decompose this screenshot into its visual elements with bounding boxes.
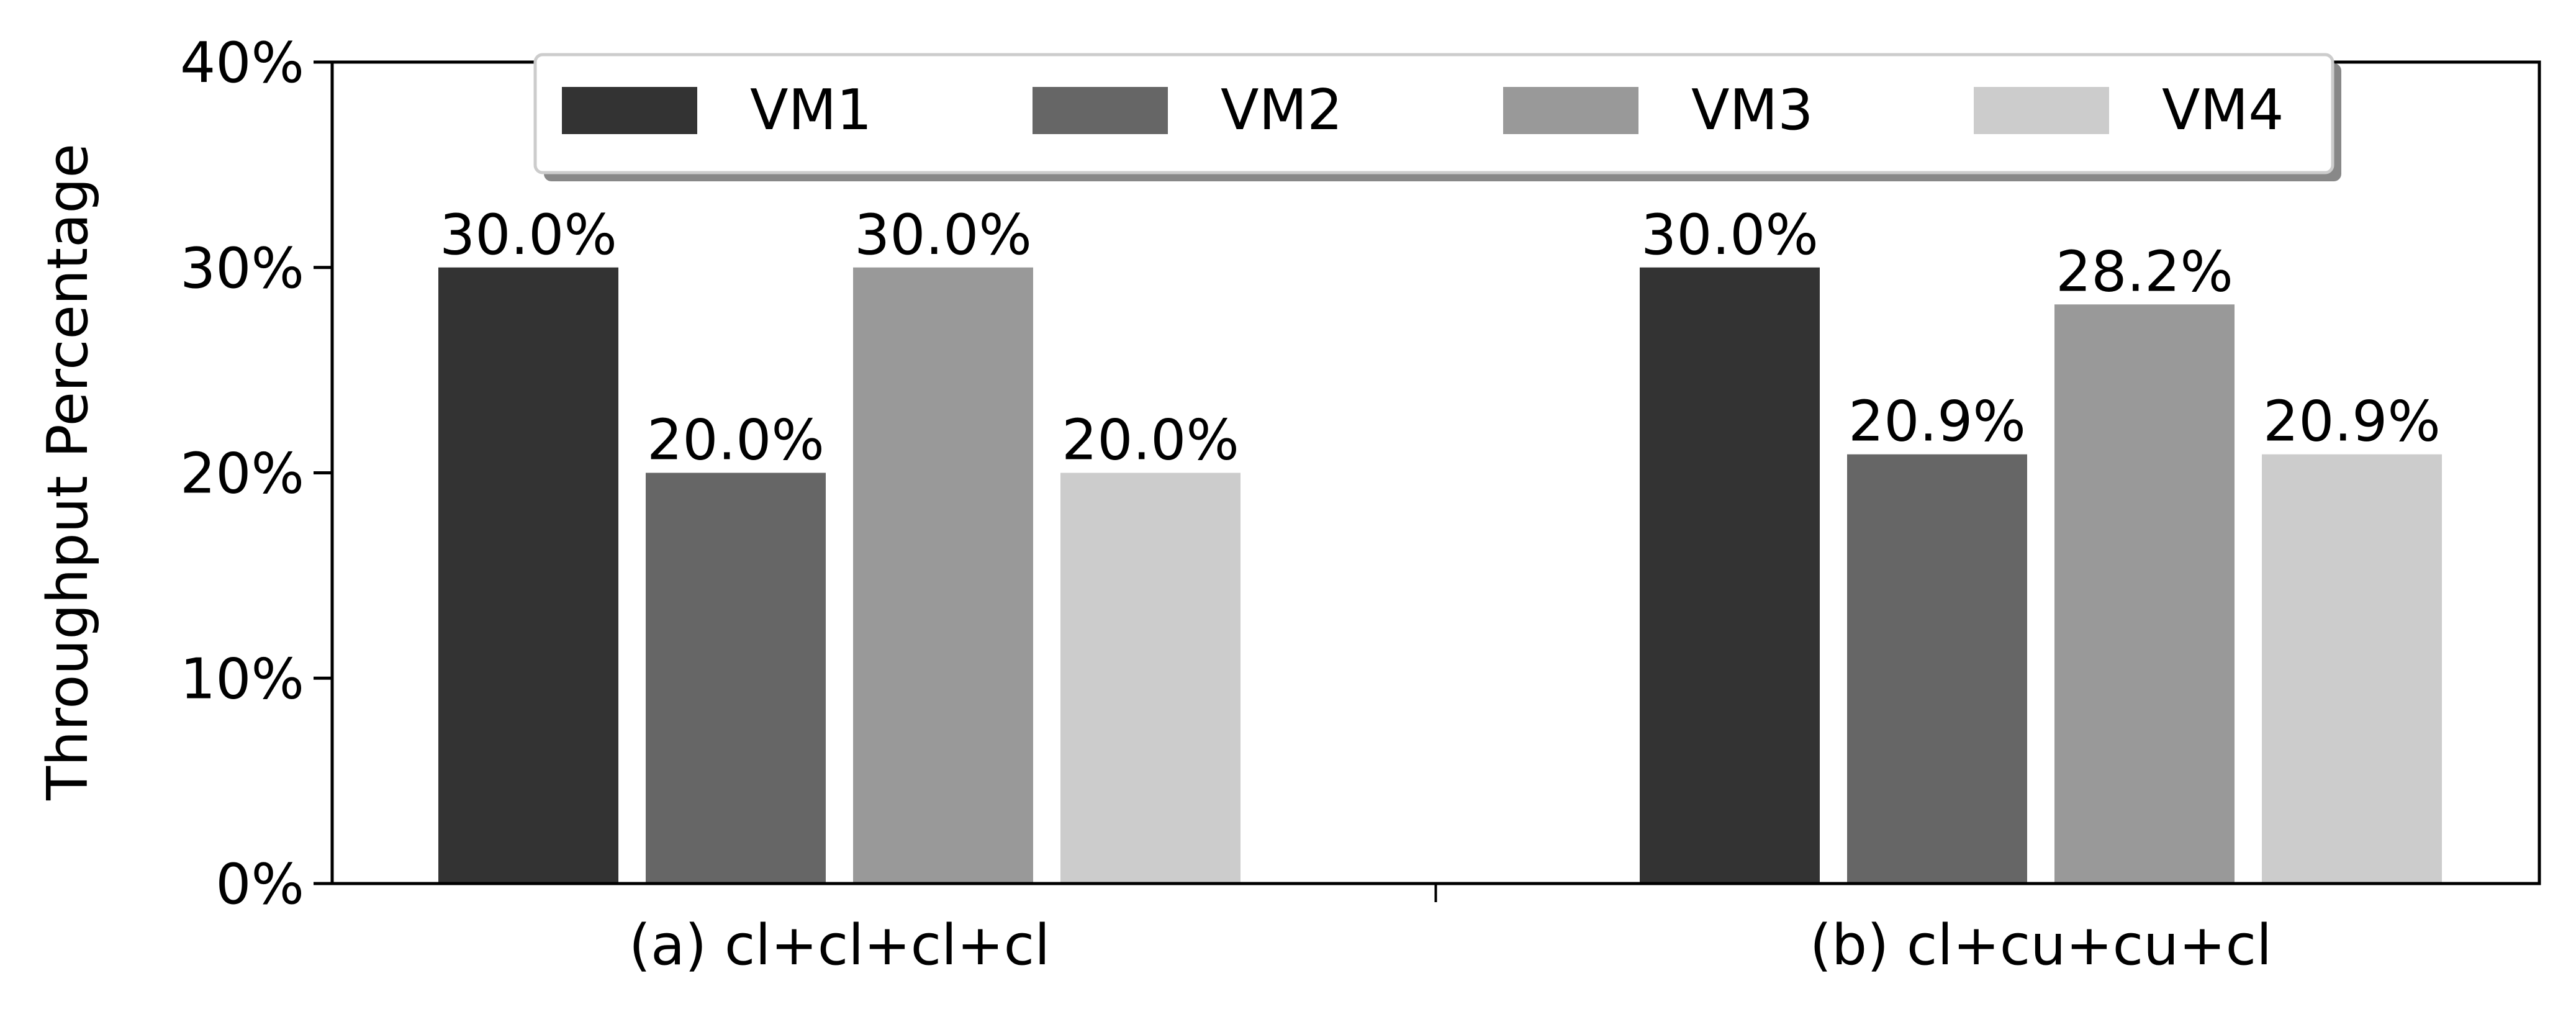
y-tick-label: 40% — [180, 30, 304, 96]
legend-label: VM3 — [1691, 78, 1813, 143]
legend-label: VM1 — [750, 78, 872, 143]
y-tick-label: 0% — [215, 852, 304, 917]
bar-vm3 — [2054, 304, 2235, 884]
data-label: 20.0% — [647, 408, 825, 473]
y-tick-label: 20% — [180, 441, 304, 507]
data-label: 20.9% — [2263, 389, 2441, 454]
data-label: 20.9% — [1848, 389, 2026, 454]
legend-swatch — [562, 87, 697, 134]
legend-label: VM2 — [1221, 78, 1342, 143]
y-axis: 0% 10% 20% 30% 40% — [180, 30, 332, 917]
data-label: 30.0% — [854, 202, 1032, 268]
data-label: 30.0% — [440, 202, 617, 268]
y-tick-label: 30% — [180, 236, 304, 301]
x-category-label: (b) cl+cu+cu+cl — [1810, 913, 2272, 978]
data-labels: 30.0% 20.0% 30.0% 20.0% 30.0% 20.9% 28.2% 20.9% — [440, 202, 2441, 473]
legend-swatch — [1503, 87, 1638, 134]
data-label: 30.0% — [1641, 202, 1819, 268]
legend-item-vm1: VM1 — [562, 78, 872, 143]
data-label: 28.2% — [2056, 239, 2233, 304]
legend-swatch — [1974, 87, 2109, 134]
legend-item-vm2: VM2 — [1033, 78, 1342, 143]
bar-vm4 — [2262, 454, 2442, 884]
x-category-label: (a) cl+cl+cl+cl — [629, 913, 1050, 978]
x-axis: (a) cl+cl+cl+cl (b) cl+cu+cu+cl — [629, 884, 2272, 978]
legend-box — [533, 53, 2334, 174]
bar-group — [1640, 267, 2442, 884]
legend-label: VM4 — [2162, 78, 2284, 143]
legend-item-vm3: VM3 — [1503, 78, 1813, 143]
bar-vm2 — [1847, 454, 2027, 884]
y-tick-label: 10% — [180, 646, 304, 712]
bar-vm3 — [853, 267, 1033, 884]
legend-item-vm4: VM4 — [1974, 78, 2284, 143]
bar-vm2 — [646, 473, 826, 884]
bar-vm1 — [438, 267, 618, 884]
data-label: 20.0% — [1062, 408, 1239, 473]
bar-vm4 — [1060, 473, 1241, 884]
y-axis-title: Throughput Percentage — [35, 143, 101, 801]
bars-layer — [438, 267, 2442, 884]
legend-swatch — [1033, 87, 1168, 134]
legend: VM1 VM2 VM3 VM4 — [533, 53, 2341, 181]
bar-group — [438, 267, 1241, 884]
bar-vm1 — [1640, 267, 1820, 884]
